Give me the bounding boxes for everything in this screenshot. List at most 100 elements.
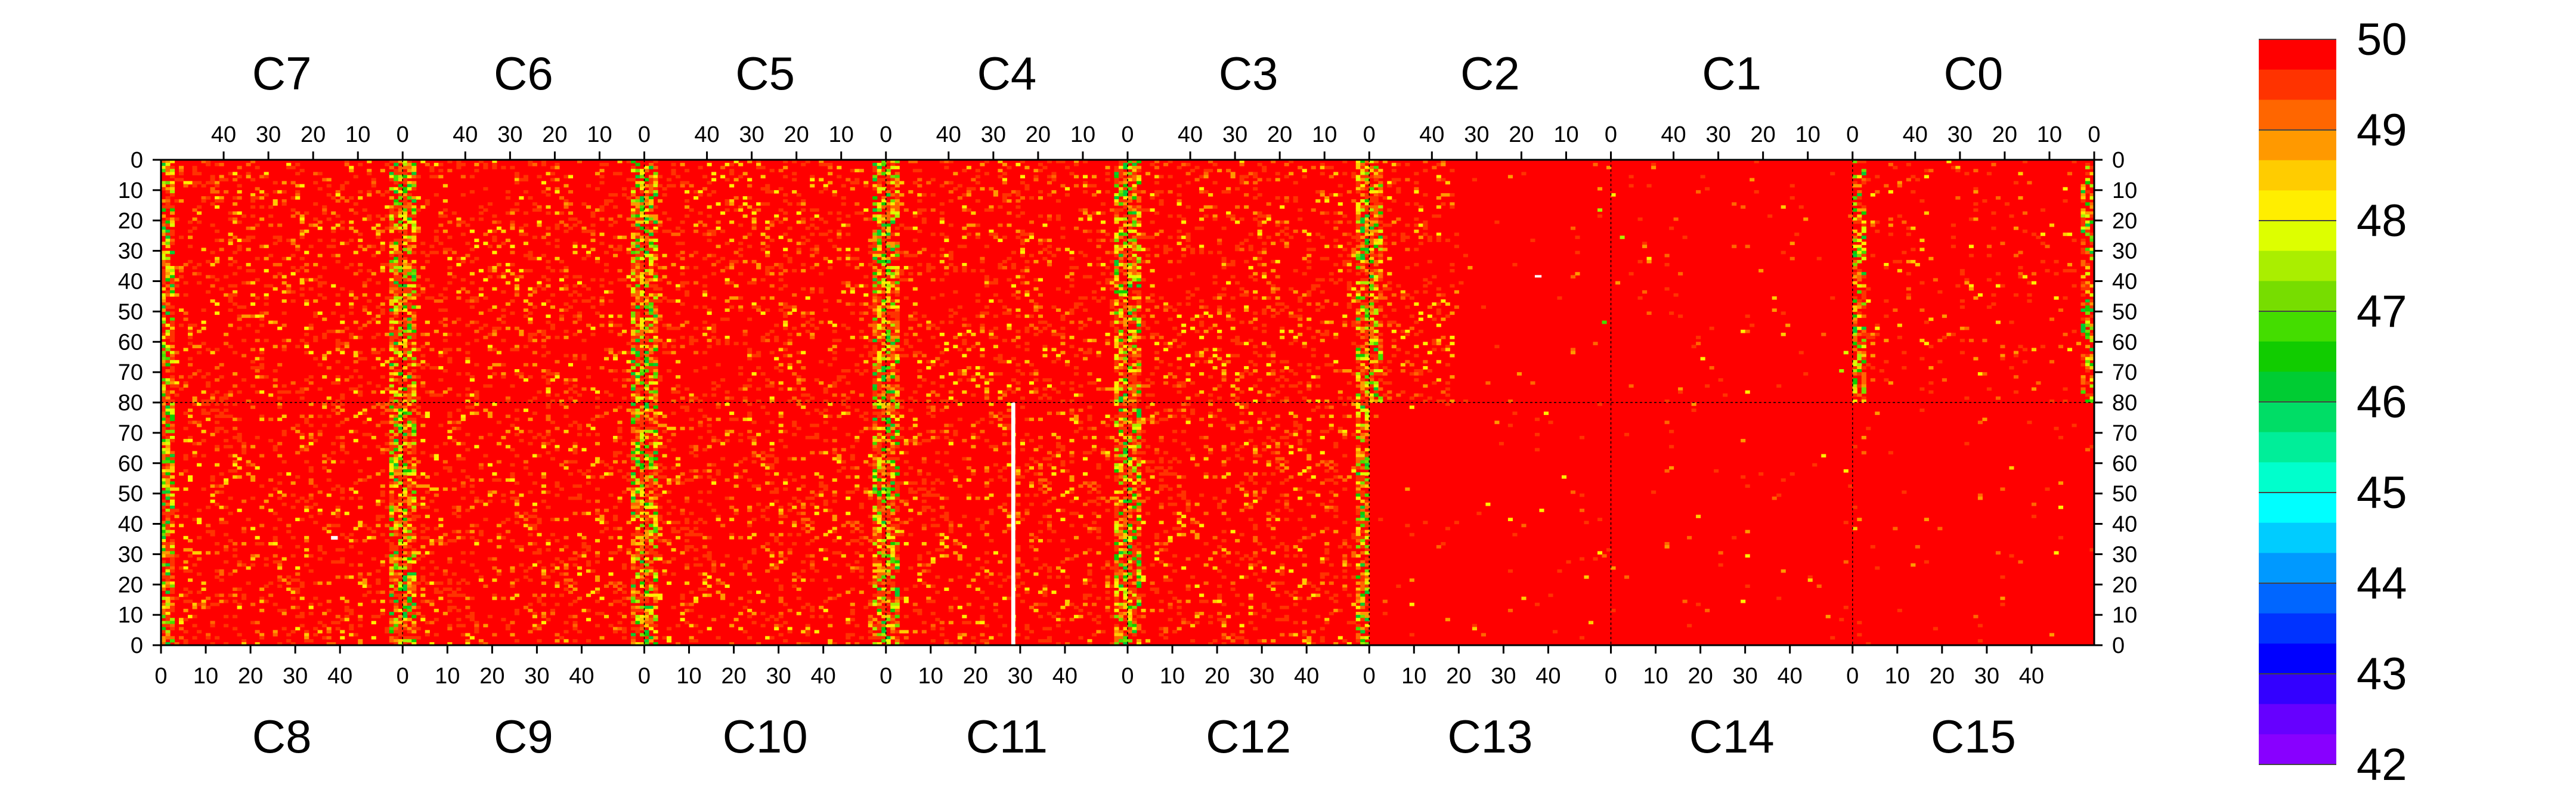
- heatmap-cell: [286, 390, 292, 394]
- heatmap-cell: [174, 487, 179, 491]
- heatmap-cell: [698, 211, 703, 215]
- heatmap-cell: [394, 342, 399, 345]
- heatmap-cell: [308, 481, 314, 485]
- heatmap-cell: [304, 262, 309, 267]
- heatmap-cell: [733, 196, 739, 200]
- heatmap-cell: [474, 445, 479, 448]
- heatmap-cell: [630, 363, 636, 367]
- heatmap-cell: [819, 233, 824, 236]
- heatmap-cell: [872, 175, 878, 179]
- heatmap-cell: [832, 381, 837, 385]
- heatmap-cell: [219, 490, 224, 494]
- heatmap-cell: [197, 272, 202, 275]
- heatmap-cell: [465, 633, 470, 637]
- heatmap-cell: [434, 633, 439, 637]
- heatmap-cell: [197, 181, 202, 185]
- heatmap-cell: [411, 615, 417, 618]
- heatmap-cell: [183, 608, 188, 612]
- heatmap-cell: [621, 602, 627, 606]
- heatmap-cell: [398, 205, 403, 209]
- heatmap-cell: [407, 524, 412, 528]
- heatmap-cell: [170, 326, 175, 330]
- heatmap-cell: [532, 305, 537, 309]
- heatmap-cell: [877, 214, 882, 218]
- heatmap-cell: [206, 524, 211, 528]
- heatmap-cell: [385, 387, 390, 391]
- heatmap-cell: [411, 332, 417, 336]
- heatmap-cell: [183, 487, 188, 491]
- heatmap-cell: [389, 262, 394, 267]
- heatmap-cell: [510, 478, 515, 482]
- heatmap-cell: [528, 490, 533, 494]
- heatmap-cell: [653, 323, 658, 327]
- heatmap-cell: [286, 581, 292, 585]
- heatmap-cell: [215, 239, 220, 242]
- heatmap-cell: [170, 545, 175, 549]
- heatmap-cell: [335, 253, 340, 258]
- heatmap-cell: [510, 463, 515, 467]
- heatmap-cell: [792, 178, 797, 182]
- heatmap-cell: [335, 360, 340, 364]
- heatmap-cell: [161, 323, 166, 327]
- heatmap-cell: [640, 302, 645, 306]
- heatmap-cell: [250, 196, 256, 200]
- heatmap-cell: [487, 266, 493, 270]
- heatmap-cell: [796, 332, 801, 336]
- heatmap-cell: [398, 393, 403, 397]
- heatmap-cell: [326, 414, 332, 419]
- heatmap-cell: [872, 357, 878, 361]
- heatmap-cell: [402, 411, 408, 415]
- heatmap-cell: [644, 426, 649, 431]
- heatmap-cell: [358, 505, 363, 509]
- heatmap-cell: [233, 259, 238, 264]
- heatmap-cell: [349, 166, 354, 169]
- heatmap-cell: [376, 236, 381, 239]
- heatmap-cell: [541, 575, 546, 579]
- heatmap-cell: [389, 532, 394, 537]
- heatmap-cell: [389, 475, 394, 479]
- heatmap-cell: [215, 230, 220, 233]
- heatmap-cell: [644, 566, 649, 570]
- heatmap-cell: [389, 442, 394, 445]
- heatmap-cell: [161, 521, 166, 525]
- heatmap-cell: [174, 515, 179, 518]
- heatmap-cell: [630, 493, 636, 497]
- heatmap-cell: [644, 226, 649, 230]
- heatmap-cell: [380, 560, 385, 564]
- heatmap-cell: [344, 605, 349, 609]
- heatmap-cell: [872, 329, 878, 333]
- heatmap-cell: [546, 205, 551, 209]
- heatmap-cell: [237, 509, 242, 512]
- heatmap-cell: [603, 202, 609, 206]
- heatmap-cell: [465, 530, 470, 534]
- heatmap-cell: [429, 499, 435, 503]
- heatmap-cell: [640, 569, 645, 573]
- heatmap-cell: [707, 193, 712, 197]
- heatmap-cell: [420, 615, 426, 618]
- heatmap-cell: [170, 505, 175, 509]
- heatmap-cell: [165, 493, 171, 497]
- heatmap-cell: [434, 329, 439, 333]
- heatmap-cell: [434, 175, 439, 179]
- heatmap-cell: [402, 160, 408, 163]
- heatmap-cell: [537, 390, 542, 394]
- heatmap-cell: [810, 332, 815, 336]
- heatmap-cell: [206, 259, 211, 264]
- heatmap-cell: [617, 435, 623, 439]
- heatmap-cell: [863, 369, 869, 373]
- heatmap-cell: [528, 302, 533, 306]
- heatmap-cell: [635, 387, 640, 391]
- heatmap-cell: [380, 193, 385, 197]
- heatmap-cell: [170, 551, 175, 555]
- heatmap-cell: [353, 527, 358, 531]
- heatmap-cell: [394, 414, 399, 419]
- heatmap-cell: [170, 205, 175, 209]
- heatmap-cell: [630, 339, 636, 342]
- heatmap-cell: [246, 163, 251, 166]
- heatmap-cell: [250, 360, 256, 364]
- heatmap-cell: [411, 236, 417, 239]
- heatmap-cell: [451, 420, 457, 425]
- heatmap-cell: [398, 460, 403, 464]
- heatmap-cell: [264, 339, 269, 342]
- heatmap-cell: [720, 175, 726, 179]
